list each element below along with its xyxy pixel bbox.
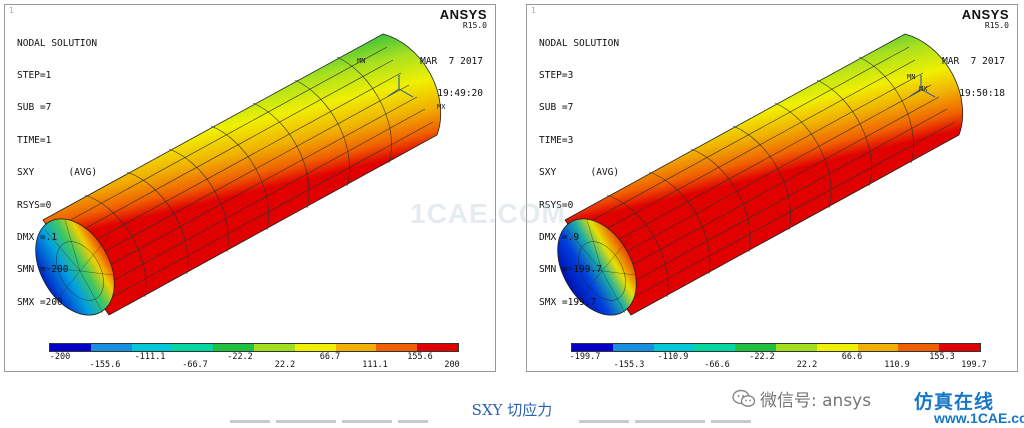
legend-tick: -200: [49, 352, 71, 362]
info-line: SUB =7: [17, 102, 52, 114]
date-label: MAR 7 2017: [420, 55, 483, 67]
legend-tick: 199.7: [961, 360, 987, 370]
date-label: MAR 7 2017: [942, 55, 1005, 67]
legend-tick: -111.1: [134, 352, 166, 362]
info-line: SMN =-199.7: [539, 264, 602, 276]
info-line: SMX =199.7: [539, 296, 597, 308]
info-line: STEP=1: [17, 69, 52, 81]
legend-tick: 22.2: [796, 360, 818, 370]
brand-name: ANSYS: [439, 7, 487, 22]
ansys-logo: ANSYS R15.0: [962, 7, 1009, 30]
legend-swatch: [775, 344, 817, 351]
legend-swatch: [172, 344, 214, 351]
legend-swatch: [376, 344, 418, 351]
min-marker: MN: [357, 57, 365, 65]
legend-tick: -110.9: [657, 352, 689, 362]
info-line: SXY (AVG): [17, 167, 98, 179]
time-label: 19:50:18: [959, 87, 1005, 99]
legend-swatch: [857, 344, 899, 351]
timestamp: MAR 7 2017 19:50:18: [942, 35, 1005, 121]
plot-title: NODAL SOLUTION: [17, 37, 98, 49]
info-line: RSYS=0: [539, 199, 574, 211]
legend-swatch: [939, 344, 980, 351]
wechat-icon: [732, 389, 756, 407]
legend-swatch: [612, 344, 654, 351]
cylinder-contour-plot: MN MX: [557, 33, 964, 316]
min-marker: MN: [907, 73, 915, 81]
info-line: DMX =.1: [17, 231, 58, 243]
legend-tick: 200: [444, 360, 460, 370]
legend-swatch: [735, 344, 776, 351]
legend-tick: 66.7: [319, 352, 341, 362]
contour-legend: -199.7 -155.3 -110.9 -66.6 -22.2 22.2 66…: [569, 343, 987, 370]
info-line: STEP=3: [539, 69, 574, 81]
max-marker: MX: [437, 103, 446, 111]
legend-tick: -22.2: [749, 352, 775, 362]
cylinder-contour-plot: MN MX: [35, 33, 446, 316]
legend-tick: 155.6: [407, 352, 433, 362]
legend-swatch: [213, 344, 254, 351]
info-line: DMX =.9: [539, 231, 580, 243]
legend-tick: -199.7: [569, 352, 601, 362]
caption-continuation: [230, 420, 790, 428]
legend-tick: 22.2: [274, 360, 296, 370]
legend-swatch: [90, 344, 132, 351]
legend-swatch: [653, 344, 695, 351]
info-line: TIME=1: [17, 134, 52, 146]
legend-tick: -66.6: [704, 360, 730, 370]
window-number: 1: [531, 6, 536, 15]
contour-legend: -200 -155.6 -111.1 -66.7 -22.2 22.2 66.7…: [49, 343, 464, 370]
legend-swatch: [898, 344, 940, 351]
version-label: R15.0: [462, 21, 487, 30]
version-label: R15.0: [984, 21, 1009, 30]
figure-caption: SXY 切应力: [471, 401, 553, 419]
legend-tick: -155.3: [613, 360, 645, 370]
cylinder-body: [35, 33, 442, 316]
legend-tick: 155.3: [929, 352, 955, 362]
watermark: 1CAE.COM: [410, 198, 566, 229]
coordinate-triad-icon: [908, 75, 936, 98]
site-url[interactable]: www.1CAE.com: [934, 410, 1024, 426]
legend-tick: 66.6: [841, 352, 863, 362]
legend-swatch: [294, 344, 336, 351]
legend-swatch: [50, 344, 91, 351]
time-label: 19:49:20: [437, 87, 483, 99]
cylinder-body: [557, 33, 964, 316]
legend-swatch: [417, 344, 458, 351]
coordinate-triad-icon: [386, 75, 414, 98]
legend-swatch: [816, 344, 858, 351]
max-marker: MX: [919, 85, 928, 93]
legend-swatch: [335, 344, 377, 351]
info-line: SUB =7: [539, 102, 574, 114]
info-line: TIME=3: [539, 134, 574, 146]
legend-swatch: [694, 344, 736, 351]
result-viewport-right: 1: [526, 4, 1018, 372]
legend-colorbar: [571, 343, 981, 352]
legend-tick: -66.7: [182, 360, 208, 370]
window-number: 1: [9, 6, 14, 15]
result-viewport-left: 1: [4, 4, 496, 372]
site-brand: 仿真在线: [914, 391, 995, 413]
info-line: RSYS=0: [17, 199, 52, 211]
info-line: SXY (AVG): [539, 167, 620, 179]
legend-swatch: [253, 344, 295, 351]
info-line: SMN =-200: [17, 264, 69, 276]
plot-title: NODAL SOLUTION: [539, 37, 620, 49]
legend-swatch: [572, 344, 613, 351]
timestamp: MAR 7 2017 19:49:20: [420, 35, 483, 121]
legend-tick: 111.1: [362, 360, 388, 370]
legend-colorbar: [49, 343, 459, 352]
legend-tick: -22.2: [227, 352, 253, 362]
legend-swatch: [131, 344, 173, 351]
info-line: SMX =200: [17, 296, 63, 308]
legend-tick: 110.9: [884, 360, 910, 370]
wechat-label: 微信号: ansys: [760, 391, 872, 411]
solution-info: NODAL SOLUTION STEP=1 SUB =7 TIME=1 SXY …: [17, 17, 97, 330]
solution-info: NODAL SOLUTION STEP=3 SUB =7 TIME=3 SXY …: [539, 17, 619, 330]
ansys-logo: ANSYS R15.0: [440, 7, 487, 30]
legend-tick: -155.6: [89, 360, 121, 370]
wechat-account: 微信号: ansys: [732, 386, 871, 411]
brand-name: ANSYS: [961, 7, 1009, 22]
